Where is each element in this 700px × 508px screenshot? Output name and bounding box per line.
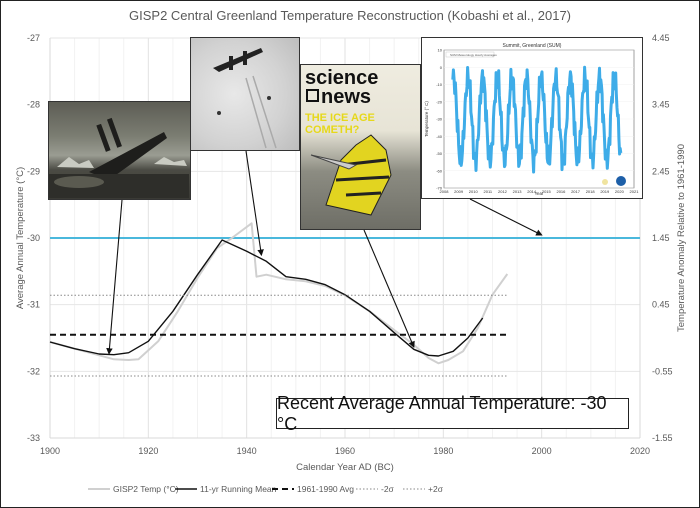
y2-tick-label: 0.45 [652,300,670,310]
y2-axis-ticks: 4.45 3.45 2.45 1.45 0.45 -0.55 -1.55 [652,33,673,443]
summit-y-tick: 0 [440,65,443,70]
x-tick-label: 1920 [138,446,158,456]
y-tick-label: -31 [27,300,40,310]
series-gisp2-temp-c [49,222,509,365]
series-lines [49,222,640,377]
noaa-badge-icon [602,179,608,185]
legend-label: +2σ [428,484,444,494]
summit-x-tick: 2009 [454,189,464,194]
x-axis-label: Calendar Year AD (BC) [296,462,394,473]
summit-temperature-plot: Summit, Greenland (SUM) SUM Meteorology … [424,43,640,196]
x-tick-label: 1940 [237,446,257,456]
summit-y-tick: -10 [436,82,443,87]
summit-x-tick: 2008 [440,189,450,194]
legend-label: 1961-1990 Avg [297,484,354,494]
summit-plot-title: Summit, Greenland (SUM) [503,43,562,49]
summit-x-tick: 2014 [527,189,537,194]
x-axis-ticks: 1900 1920 1940 1960 1980 2000 2020 [40,446,650,456]
y-tick-label: -27 [27,33,40,43]
y2-tick-label: -0.55 [652,366,673,376]
legend-label: 11-yr Running Mean [200,484,277,494]
summit-plot-legend-box [445,51,495,58]
y-tick-label: -28 [27,100,40,110]
callout-text: Recent Average Annual Temperature: -30 °… [277,392,607,434]
y2-axis-label: Temperature Anomaly Relative to 1961-199… [676,144,687,332]
y2-tick-label: -1.55 [652,433,673,443]
y-axis-ticks: -27 -28 -29 -30 -31 -32 -33 [27,33,40,443]
cover-headline-2: COMETH? [305,124,360,136]
summit-x-tick: 2019 [600,189,610,194]
y2-tick-label: 2.45 [652,166,670,176]
cover-logo-box [306,89,319,102]
y2-tick-label: 1.45 [652,233,670,243]
aircraft-icon [213,48,277,149]
ice-age-city-illustration-icon [310,134,392,216]
summit-x-tick: 2018 [586,189,596,194]
summit-x-tick: 2021 [630,189,640,194]
summit-y-tick: 10 [438,48,443,53]
legend-label: -2σ [381,484,395,494]
summit-x-tick: 2020 [615,189,625,194]
summit-y-tick: -50 [436,151,443,156]
summit-y-tick: -60 [436,168,443,173]
summit-x-tick: 2015 [542,189,552,194]
y-axis-label: Average Annual Temperature (°C) [15,167,26,309]
y2-tick-label: 4.45 [652,33,670,43]
summit-y-tick: -20 [436,99,443,104]
noaa-logo-icon [616,176,626,186]
x-tick-label: 2000 [532,446,552,456]
titanic-image [48,101,191,200]
y2-tick-label: 3.45 [652,100,670,110]
x-tick-label: 2020 [630,446,650,456]
summit-y-tick: -30 [436,117,443,122]
recent-average-callout: Recent Average Annual Temperature: -30 °… [276,393,629,434]
summit-plot-ylabel: Temperature (° C) [424,101,429,137]
summit-x-tick: 2012 [498,189,508,194]
summit-temperature-series [451,65,623,174]
x-tick-label: 1960 [335,446,355,456]
legend-label: GISP2 Temp (°C) [113,484,179,494]
series-11-yr-running-mean [49,239,484,357]
summit-x-tick: 2017 [571,189,581,194]
cover-title-news: news [321,86,372,108]
summit-y-tick: -70 [436,186,443,191]
summit-x-tick: 2011 [484,189,493,194]
cover-title-science: science [305,67,379,89]
x-tick-label: 1900 [40,446,60,456]
y-tick-label: -32 [27,366,40,376]
chart-title: GISP2 Central Greenland Temperature Reco… [129,8,571,23]
summit-plot-xlabel: Year [534,191,544,196]
summit-y-tick: -40 [436,134,443,139]
summit-x-tick: 2013 [513,189,523,194]
science-news-cover-image: science news THE ICE AGE COMETH? [300,64,421,230]
summit-plot-legend: SUM Meteorology Hourly Averages [450,53,497,57]
aircraft-on-ice-image [190,37,300,151]
x-tick-label: 1980 [433,446,453,456]
y-tick-label: -30 [27,233,40,243]
legend: GISP2 Temp (°C) 11-yr Running Mean 1961-19… [88,484,444,494]
y-tick-label: -33 [27,433,40,443]
y-tick-label: -29 [27,166,40,176]
summit-greenland-plot-image: Summit, Greenland (SUM) SUM Meteorology … [421,37,643,199]
titanic-illustration-icon [49,117,189,198]
summit-x-tick: 2010 [469,189,479,194]
summit-x-tick: 2016 [556,189,566,194]
cover-headline-1: THE ICE AGE [305,112,375,124]
